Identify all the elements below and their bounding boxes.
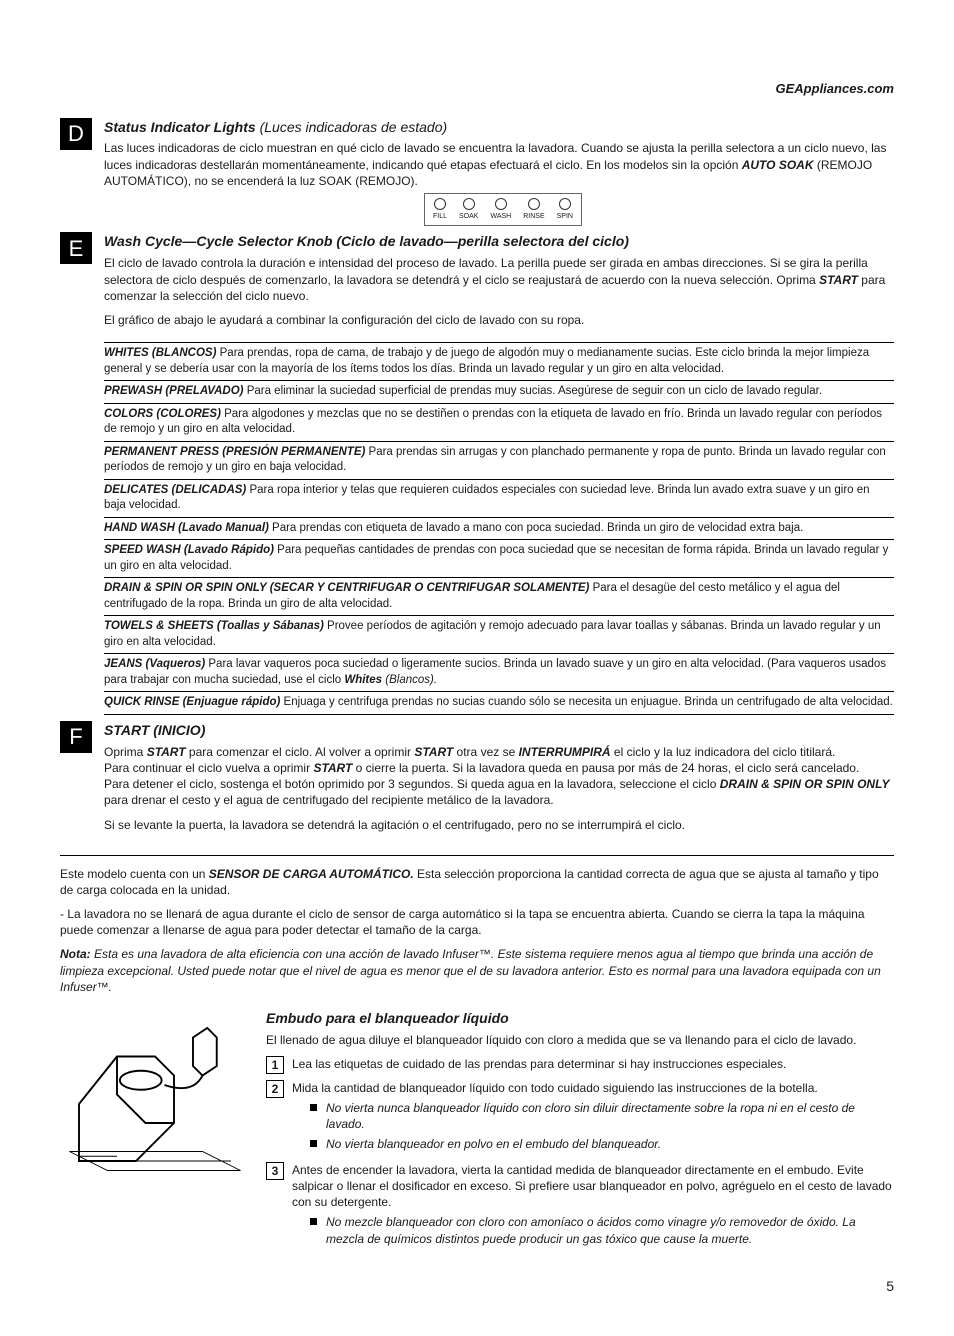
section-e-p1: El ciclo de lavado controla la duración … [104, 255, 894, 304]
step-2-body: Mida la cantidad de blanqueador líquido … [292, 1080, 894, 1156]
indicator-lights: FILL SOAK WASH RINSE SPIN [424, 193, 582, 226]
section-d-body: Las luces indicadoras de ciclo muestran … [104, 140, 894, 189]
ind-soak: SOAK [459, 198, 478, 221]
bleach-section: Embudo para el blanqueador líquido El ll… [60, 1009, 894, 1257]
section-e-p2: El gráfico de abajo le ayudará a combina… [104, 312, 894, 328]
step-3-num: 3 [266, 1162, 284, 1180]
section-e-title: Wash Cycle—Cycle Selector Knob (Ciclo de… [104, 232, 894, 251]
bullet-3: No mezcle blanqueador con cloro con amon… [310, 1214, 894, 1246]
cycle-whites: WHITES (BLANCOS) Para prendas, ropa de c… [104, 342, 894, 380]
cycle-quickrinse: QUICK RINSE (Enjuague rápido) Enjuaga y … [104, 691, 894, 715]
sensor-block: Este modelo cuenta con un SENSOR DE CARG… [60, 866, 894, 995]
bleach-illustration [60, 1009, 250, 1199]
cycle-drainspin: DRAIN & SPIN OR SPIN ONLY (SECAR Y CENTR… [104, 577, 894, 615]
bullet-2: No vierta blanqueador en polvo en el emb… [310, 1136, 894, 1152]
cycle-delicates: DELICATES (DELICADAS) Para ropa interior… [104, 479, 894, 517]
step-2-num: 2 [266, 1080, 284, 1098]
section-f: F START (INICIO) Oprima START para comen… [60, 721, 894, 841]
cycle-prewash: PREWASH (PRELAVADO) Para eliminar la suc… [104, 380, 894, 403]
f-line3: Para detener el ciclo, sostenga el botón… [104, 776, 894, 808]
bleach-intro: El llenado de agua diluye el blanqueador… [266, 1032, 894, 1048]
header-url: GEAppliances.com [60, 80, 894, 98]
bullet-1: No vierta nunca blanqueador líquido con … [310, 1100, 894, 1132]
letter-d: D [60, 118, 92, 150]
f-line1: Oprima START para comenzar el ciclo. Al … [104, 744, 894, 760]
letter-e: E [60, 232, 92, 264]
section-e: E Wash Cycle—Cycle Selector Knob (Ciclo … [60, 232, 894, 336]
ind-spin: SPIN [557, 198, 573, 221]
cycle-handwash: HAND WASH (Lavado Manual) Para prendas c… [104, 517, 894, 540]
letter-f: F [60, 721, 92, 753]
section-d: D Status Indicator Lights (Luces indicad… [60, 118, 894, 227]
page-number: 5 [60, 1277, 894, 1296]
section-f-title: START (INICIO) [104, 721, 894, 740]
auto-soak: AUTO SOAK [742, 158, 814, 172]
cycle-permpress: PERMANENT PRESS (PRESIÓN PERMANENTE) Par… [104, 441, 894, 479]
step-2: 2 Mida la cantidad de blanqueador líquid… [266, 1080, 894, 1156]
ind-wash: WASH [490, 198, 511, 221]
ind-rinse: RINSE [523, 198, 544, 221]
step-1-body: Lea las etiquetas de cuidado de las pren… [292, 1056, 894, 1074]
cycle-jeans: JEANS (Vaqueros) Para lavar vaqueros poc… [104, 653, 894, 691]
f-line4: Si se levante la puerta, la lavadora se … [104, 817, 894, 833]
separator [60, 855, 894, 856]
f-line2: Para continuar el ciclo vuelva a oprimir… [104, 760, 894, 776]
section-d-title: Status Indicator Lights (Luces indicador… [104, 118, 894, 137]
sensor-p1: Este modelo cuenta con un SENSOR DE CARG… [60, 866, 894, 898]
step-1-num: 1 [266, 1056, 284, 1074]
title-text: Status Indicator Lights [104, 119, 256, 135]
step-3-body: Antes de encender la lavadora, vierta la… [292, 1162, 894, 1251]
bleach-title: Embudo para el blanqueador líquido [266, 1009, 894, 1028]
step-1: 1 Lea las etiquetas de cuidado de las pr… [266, 1056, 894, 1074]
ind-fill: FILL [433, 198, 447, 221]
cycle-towels: TOWELS & SHEETS (Toallas y Sábanas) Prov… [104, 615, 894, 653]
sensor-p2: - La lavadora no se llenará de agua dura… [60, 906, 894, 938]
cycle-colors: COLORS (COLORES) Para algodones y mezcla… [104, 403, 894, 441]
title-sub: (Luces indicadoras de estado) [260, 119, 448, 135]
cycle-speedwash: SPEED WASH (Lavado Rápido) Para pequeñas… [104, 539, 894, 577]
step-3: 3 Antes de encender la lavadora, vierta … [266, 1162, 894, 1251]
cycle-table: WHITES (BLANCOS) Para prendas, ropa de c… [104, 342, 894, 715]
sensor-note: Nota: Esta es una lavadora de alta efici… [60, 946, 894, 995]
